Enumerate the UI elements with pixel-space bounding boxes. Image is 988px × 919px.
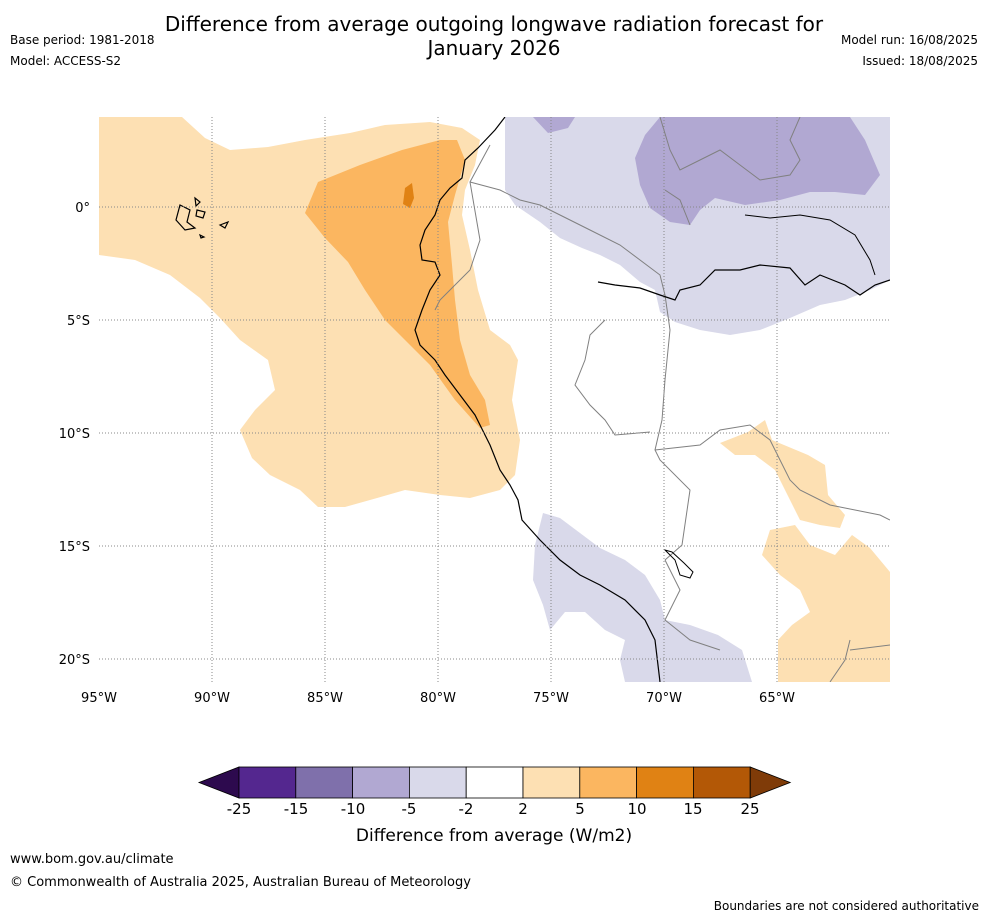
colorbar-segment — [693, 766, 751, 799]
anomaly-region-dark-orange-spot — [403, 183, 414, 208]
anomaly-region-purple-north — [635, 117, 880, 225]
anomaly-region-light-orange-east — [720, 420, 845, 528]
anomaly-region-light-purple-south — [533, 513, 752, 682]
colorbar-tick: -10 — [340, 800, 366, 818]
lon-label-70w: 70°W — [646, 691, 682, 706]
colorbar-tick: 2 — [518, 800, 528, 818]
model-label: Model: ACCESS-S2 — [10, 54, 122, 68]
lat-label-20s: 20°S — [59, 653, 90, 668]
colorbar-tick: -5 — [401, 800, 417, 818]
bom-climate-link[interactable]: www.bom.gov.au/climate — [10, 852, 174, 867]
lon-label-65w: 65°W — [759, 691, 795, 706]
lon-label-75w: 75°W — [533, 691, 569, 706]
lake-titicaca — [663, 548, 694, 579]
map-area — [99, 117, 890, 682]
anomaly-region-orange-core — [305, 140, 490, 428]
colorbar-segment — [295, 766, 353, 799]
map-title: Difference from average outgoing longwav… — [0, 12, 988, 60]
map-svg: 0° 5°S 10°S 15°S 20°S 95°W 90°W 85°W 80°… — [59, 117, 890, 706]
colorbar-segment — [408, 766, 467, 799]
colorbar-segment — [465, 766, 524, 799]
lon-label-85w: 85°W — [307, 691, 343, 706]
colorbar-title: Difference from average (W/m2) — [355, 826, 633, 846]
meta-left: Base period: 1981-2018 Model: ACCESS-S2 — [10, 30, 155, 72]
river-amazon — [597, 264, 890, 301]
colorbar-segment — [579, 766, 637, 799]
lat-label-0: 0° — [75, 201, 90, 216]
model-run-label: Model run: 16/08/2025 — [840, 33, 978, 47]
colorbar-tick: -2 — [458, 800, 474, 818]
meta-right: Model run: 16/08/2025 Issued: 18/08/2025 — [841, 30, 978, 72]
lat-label-15s: 15°S — [59, 540, 90, 555]
lat-label-10s: 10°S — [59, 427, 90, 442]
title-line-2: January 2026 — [427, 36, 561, 60]
coastline — [414, 117, 661, 682]
colorbar-segment — [636, 766, 694, 799]
anomaly-region-light-orange-southeast — [762, 525, 890, 682]
colorbar-tick: 25 — [740, 800, 760, 818]
colorbar-arrow-low — [197, 766, 240, 799]
colorbar-tick: -15 — [283, 800, 309, 818]
colorbar-arrow-high — [749, 766, 792, 799]
colorbar-svg — [197, 766, 792, 799]
map-grid — [99, 117, 890, 682]
colorbar-tick: 10 — [627, 800, 647, 818]
country-borders — [434, 117, 890, 682]
colorbar-segment — [352, 766, 410, 799]
colorbar-tick: -25 — [226, 800, 252, 818]
boundaries-note: Boundaries are not considered authoritat… — [713, 899, 979, 913]
colorbar-tick: 15 — [683, 800, 703, 818]
anomaly-region-purple-small — [533, 117, 575, 133]
lon-label-95w: 95°W — [81, 691, 117, 706]
colorbar-tick: 5 — [575, 800, 585, 818]
colorbar-segment — [522, 766, 581, 799]
copyright-text: © Commonwealth of Australia 2025, Austra… — [10, 875, 471, 890]
lon-label-90w: 90°W — [194, 691, 230, 706]
colorbar-segment — [238, 766, 297, 799]
river-tributary — [744, 214, 876, 276]
galapagos-islands — [175, 196, 230, 239]
base-period-label: Base period: 1981-2018 — [10, 33, 155, 47]
lat-label-5s: 5°S — [67, 314, 90, 329]
issued-label: Issued: 18/08/2025 — [862, 54, 978, 68]
title-line-1: Difference from average outgoing longwav… — [164, 12, 824, 36]
lon-label-80w: 80°W — [420, 691, 456, 706]
colorbar — [197, 766, 792, 799]
